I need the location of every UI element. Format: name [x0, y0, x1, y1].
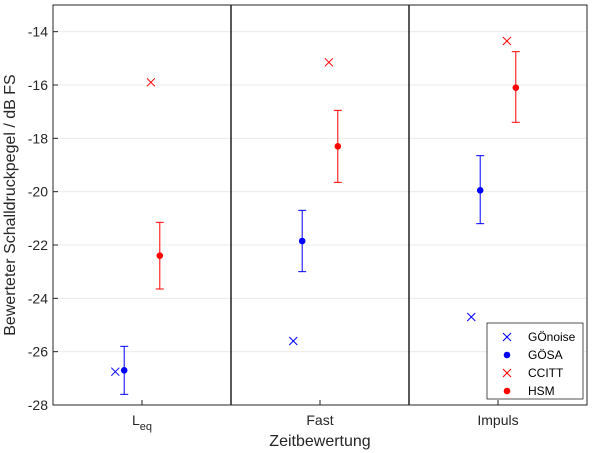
grid-lines [53, 31, 587, 353]
data-marks [110, 36, 520, 395]
x-tick-label-main: Fast [306, 412, 333, 428]
x-tick-label-subscript: eq [140, 421, 152, 433]
data-point-dot [156, 252, 164, 259]
legend-label: HSM [528, 384, 555, 398]
legend-box [486, 322, 584, 400]
legend-label: GÖSA [528, 348, 563, 362]
legend-marker-x [502, 332, 512, 342]
data-point-x [466, 312, 476, 322]
x-tick-label: Impuls [477, 412, 518, 428]
x-axis-ticks: Leq Fast Impuls [132, 400, 519, 433]
legend-label: GÖnoise [528, 330, 576, 344]
legend: GÖnoise GÖSA CCITT HSM [486, 322, 584, 400]
legend-marker-x-stroke-b [502, 332, 512, 342]
data-point-dot [120, 367, 128, 374]
data-point-dot [512, 84, 520, 91]
y-axis-label: Bewerteter Schalldruckpegel / dB FS [2, 74, 19, 335]
category-separators [230, 5, 410, 405]
data-point-dot [298, 237, 306, 245]
data-point-x-stroke-b [288, 336, 298, 346]
plot-frame [52, 4, 588, 406]
y-tick-label: -28 [28, 397, 48, 413]
legend-marker-x-stroke-b [502, 368, 512, 378]
legend-label: CCITT [528, 366, 564, 380]
data-point-x-stroke-b [324, 57, 334, 67]
data-point-x [110, 367, 120, 377]
y-tick-label: -20 [28, 184, 48, 200]
data-point-dot [334, 143, 342, 150]
x-tick-label: Fast [306, 412, 333, 428]
x-tick-label-main: Impuls [477, 412, 518, 428]
data-point-x-stroke-b [502, 36, 512, 46]
data-point-x [146, 77, 156, 87]
y-tick-label: -18 [28, 130, 48, 146]
y-tick-label: -26 [28, 344, 48, 360]
data-point-x-stroke-b [146, 77, 156, 87]
legend-marker-x [502, 368, 512, 378]
data-point-x [324, 57, 334, 67]
data-point-dot [476, 187, 484, 194]
data-point-x [288, 336, 298, 346]
y-tick-label: -16 [28, 77, 48, 93]
data-point-x [502, 36, 512, 46]
x-tick-label: Leq [132, 412, 152, 433]
data-point-x-stroke-b [466, 312, 476, 322]
x-tick-label-main: L [132, 412, 140, 428]
legend-marker-dot [503, 387, 511, 395]
y-tick-label: -22 [28, 237, 48, 253]
y-tick-label: -14 [28, 24, 48, 40]
y-tick-label: -24 [28, 290, 48, 306]
data-point-x-stroke-b [110, 367, 120, 377]
legend-marker-dot [503, 351, 511, 359]
x-axis-label: Zeitbewertung [269, 433, 370, 450]
